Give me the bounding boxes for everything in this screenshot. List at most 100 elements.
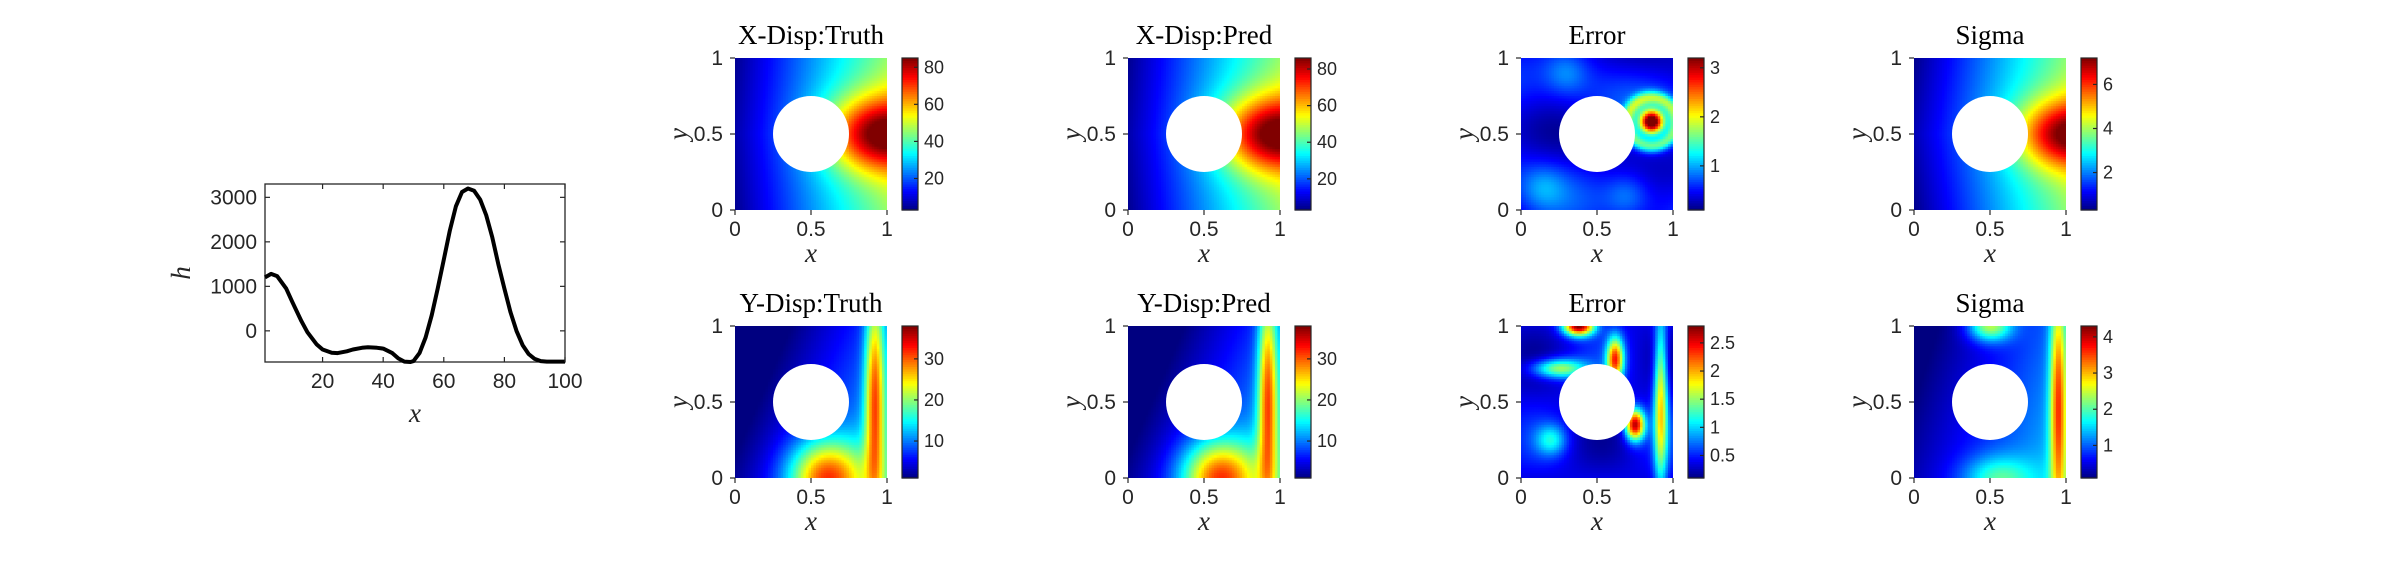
heatmap-cell: [874, 75, 878, 79]
heatmap-cell: [783, 58, 787, 62]
heatmap-cell: [821, 187, 825, 191]
heatmap-cell: [1138, 118, 1142, 122]
heatmap-cell: [790, 179, 794, 183]
heatmap-cell: [879, 207, 883, 210]
heatmap-cell: [854, 96, 858, 100]
heatmap-cell: [745, 159, 749, 163]
heatmap-cell: [778, 65, 782, 69]
heatmap-cell: [854, 70, 858, 74]
heatmap-cell: [755, 111, 759, 115]
heatmap-cell: [1158, 149, 1162, 153]
heatmap-cell: [745, 194, 749, 198]
heatmap-cell: [1128, 126, 1132, 130]
heatmap-cell: [856, 184, 860, 188]
heatmap-cell: [854, 159, 858, 163]
heatmap-cell: [775, 96, 779, 100]
heatmap-cell: [1135, 118, 1139, 122]
heatmap-cell: [849, 177, 853, 181]
heatmap-cell: [1178, 189, 1182, 193]
heatmap-cell: [790, 197, 794, 201]
colorbar-step: [902, 62, 918, 66]
heatmap-cell: [1150, 169, 1154, 173]
heatmap-cell: [1133, 179, 1137, 183]
heatmap-cell: [788, 65, 792, 69]
heatmap-cell: [790, 63, 794, 67]
heatmap-cell: [1153, 139, 1157, 143]
heatmap-cell: [854, 116, 858, 120]
heatmap-cell: [1160, 154, 1165, 158]
colorbar-step: [902, 155, 918, 159]
heatmap-cell: [752, 169, 756, 173]
heatmap-cell: [770, 108, 774, 112]
heatmap-cell: [1148, 60, 1152, 64]
heatmap-cell: [1128, 80, 1132, 84]
heatmap-cell: [1155, 174, 1159, 178]
heatmap-cell: [811, 189, 815, 193]
heatmap-cell: [798, 65, 802, 69]
heatmap-cell: [841, 179, 845, 183]
heatmap-cell: [735, 58, 739, 62]
heatmap-cell: [871, 207, 875, 210]
heatmap-cell: [760, 131, 764, 135]
heatmap-cell: [1178, 182, 1182, 186]
heatmap-cell: [1176, 207, 1180, 210]
heatmap-cell: [1160, 134, 1165, 138]
heatmap-cell: [737, 207, 741, 210]
heatmap-cell: [1150, 73, 1154, 77]
heatmap-cell: [1166, 101, 1170, 105]
heatmap-cell: [747, 123, 751, 127]
heatmap-cell: [838, 202, 842, 206]
heatmap-cell: [790, 182, 794, 186]
heatmap-cell: [879, 149, 883, 153]
heatmap-cell: [856, 93, 860, 97]
heatmap-cell: [816, 172, 820, 176]
heatmap-cell: [838, 63, 842, 67]
colorbar-step: [902, 205, 918, 209]
heatmap-cell: [737, 101, 741, 105]
line-x-ticks: 20 40 60 80 100: [311, 184, 583, 393]
heatmap-cell: [869, 199, 873, 203]
heatmap-cell: [866, 187, 870, 191]
heatmap-cell: [1130, 161, 1134, 165]
heatmap-cell: [740, 174, 744, 178]
heatmap-cell: [811, 80, 815, 84]
heatmap-cell: [818, 184, 822, 188]
heatmap-cell: [735, 134, 739, 138]
heatmap-cell: [1133, 169, 1137, 173]
heatmap-cell: [1143, 70, 1147, 74]
heatmap-cell: [1178, 68, 1182, 72]
heatmap-cell: [861, 202, 865, 206]
heatmap-cell: [737, 106, 741, 110]
heatmap-cell: [879, 90, 883, 95]
heatmap-cell: [856, 83, 860, 87]
heatmap-cell: [755, 161, 759, 165]
heatmap-cell: [747, 154, 751, 158]
heatmap-cell: [790, 169, 794, 173]
heatmap-cell: [757, 63, 761, 67]
heatmap-cell: [745, 108, 749, 112]
heatmap-cell: [798, 202, 802, 206]
heatmap-cell: [737, 88, 741, 92]
heatmap-cell: [831, 101, 835, 105]
heatmap-cell: [843, 101, 848, 105]
heatmap-cell: [798, 85, 802, 89]
heatmap-cell: [745, 80, 749, 84]
heatmap-cell: [737, 197, 741, 201]
heatmap-cell: [798, 60, 802, 64]
heatmap-cell: [778, 98, 782, 102]
heatmap-cell: [790, 202, 794, 206]
heatmap-cell: [773, 80, 777, 84]
heatmap-cell: [740, 179, 744, 183]
heatmap-cell: [742, 187, 746, 191]
heatmap-cell: [846, 184, 850, 188]
heatmap-cell: [783, 83, 787, 87]
heatmap-cell: [742, 83, 746, 87]
heatmap-cell: [740, 111, 744, 115]
heatmap-cell: [783, 177, 787, 181]
colorbar-step: [902, 148, 918, 152]
heatmap-cell: [1178, 169, 1182, 173]
heatmap-cell: [871, 101, 875, 105]
heatmap-cell: [747, 151, 751, 155]
heatmap-cell: [780, 103, 784, 107]
heatmap-cell: [1168, 169, 1172, 173]
